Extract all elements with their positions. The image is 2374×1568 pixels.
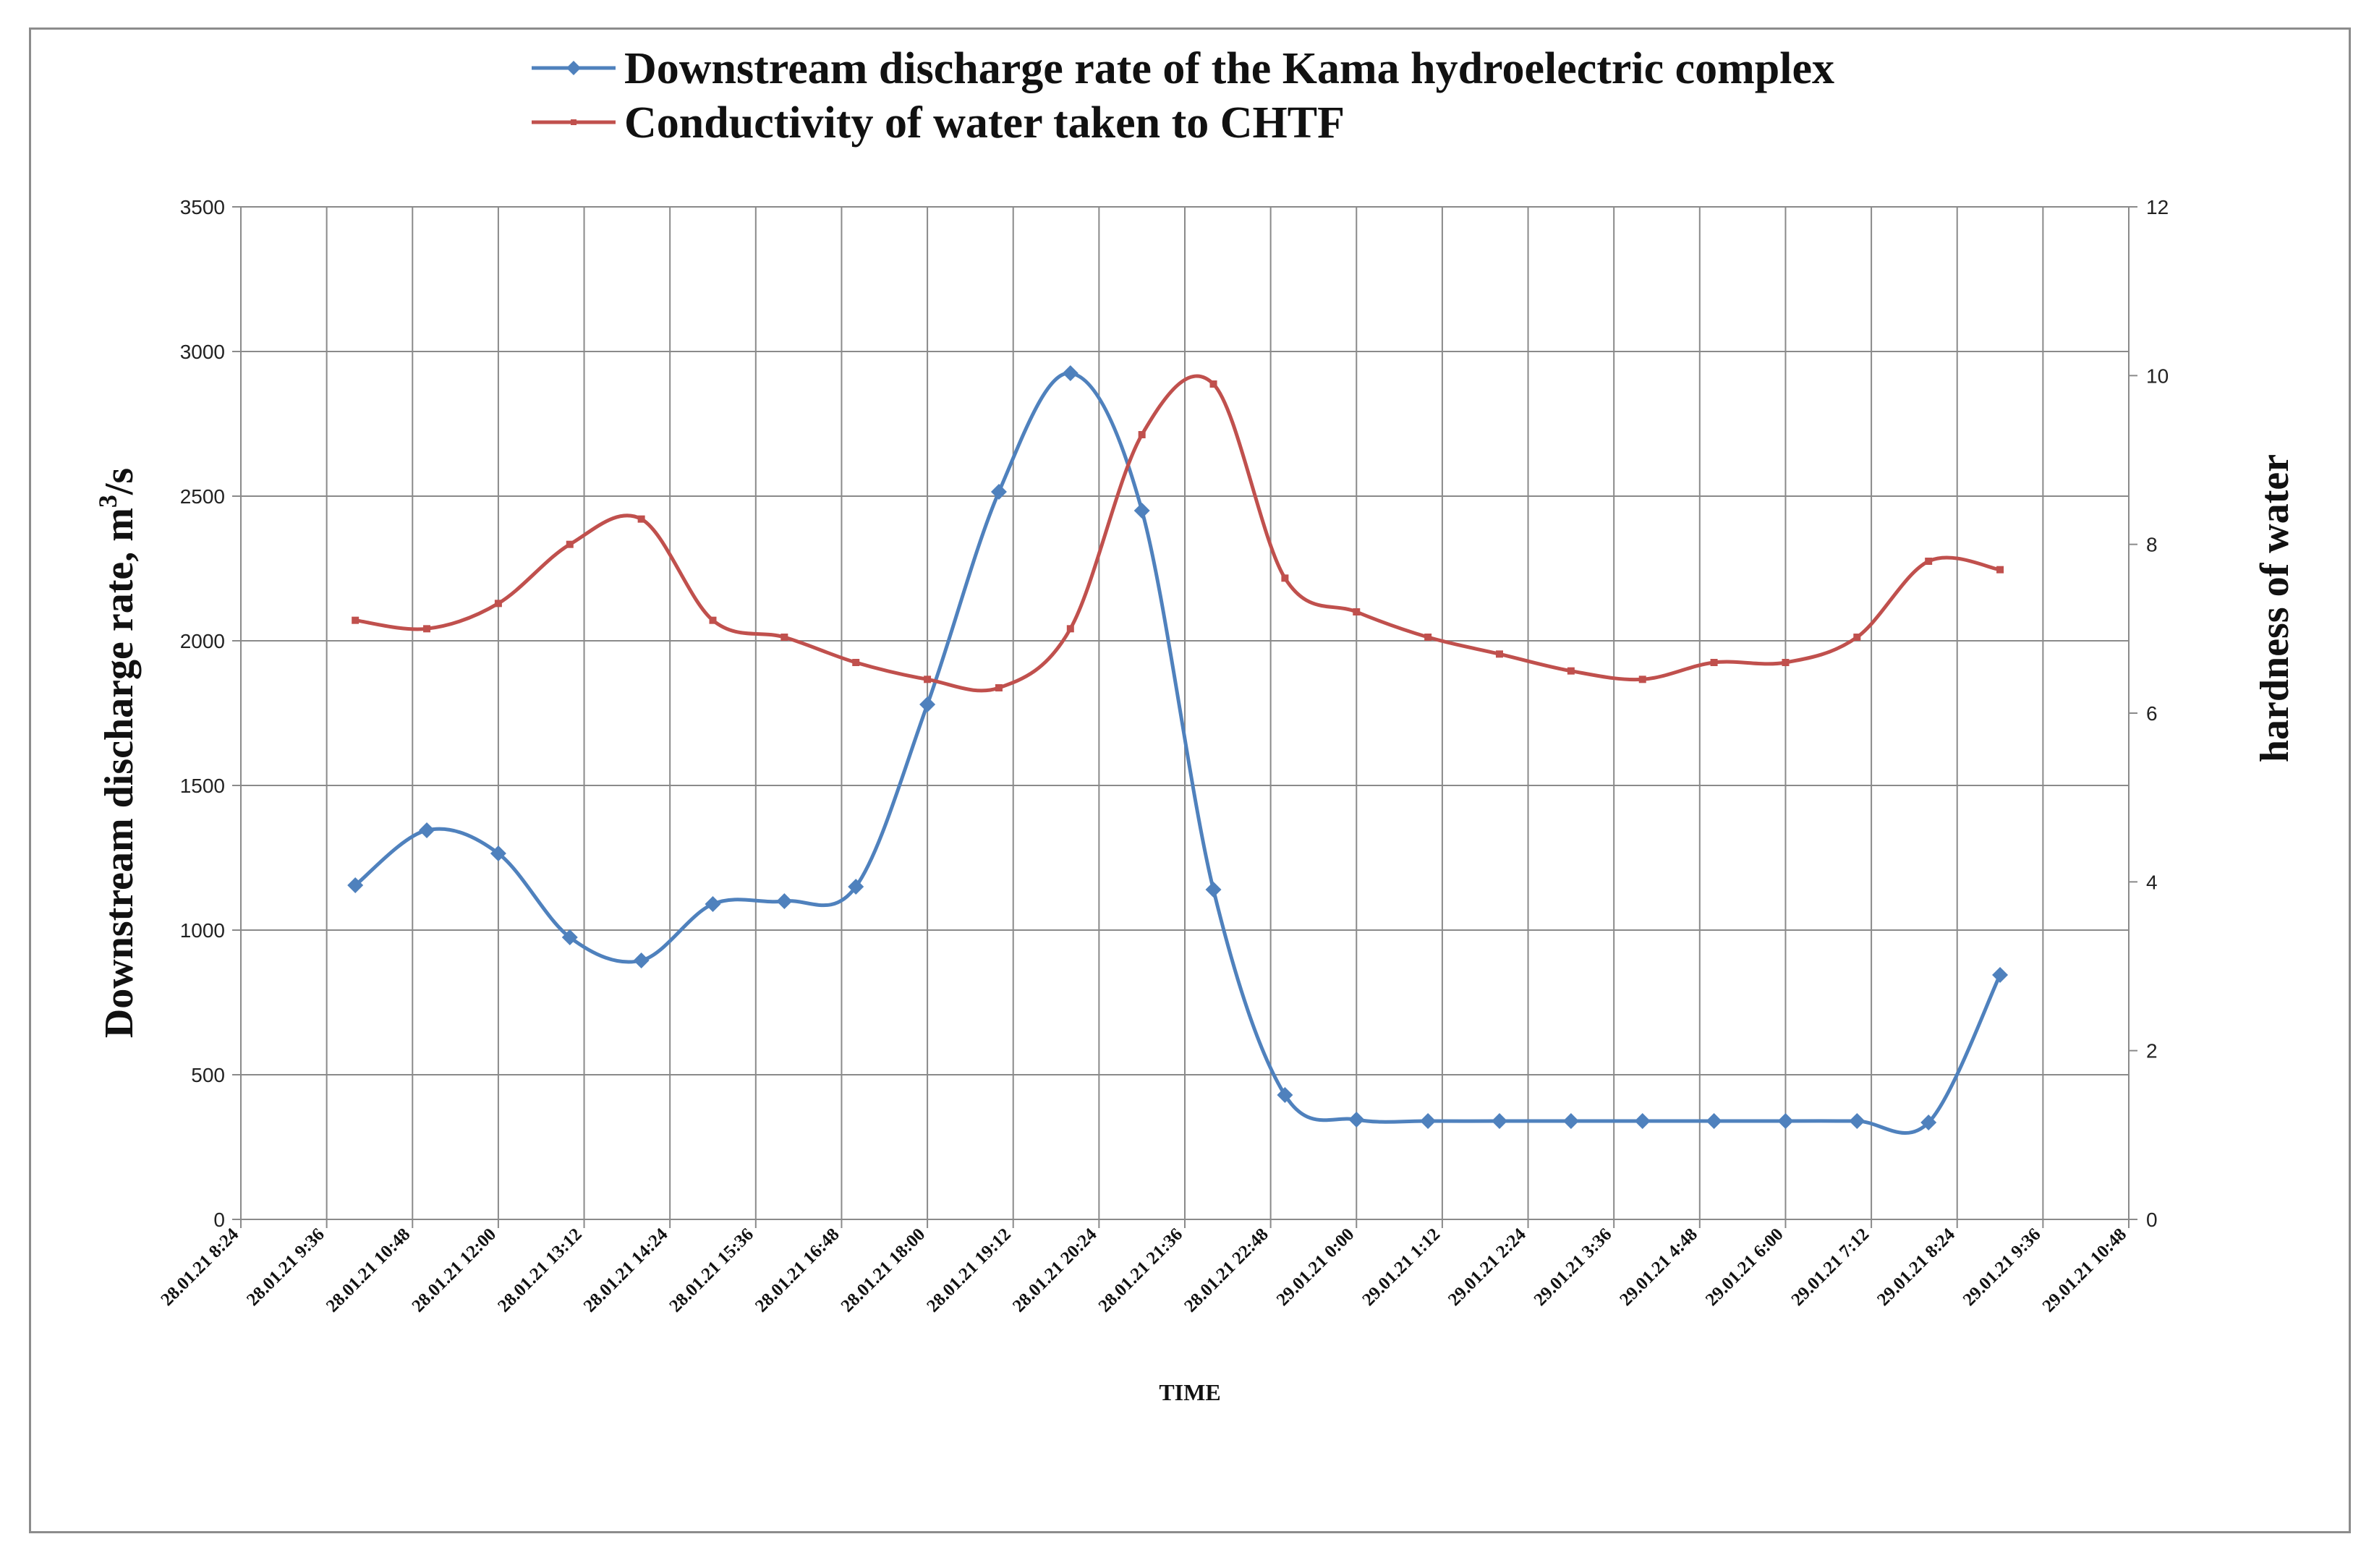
- data-point: [1353, 608, 1361, 615]
- data-point: [1277, 1087, 1293, 1103]
- data-point: [709, 616, 717, 624]
- legend-label-discharge: Downstream discharge rate of the Kama hy…: [624, 44, 1834, 93]
- data-point: [776, 893, 793, 909]
- data-point: [1492, 1113, 1507, 1129]
- left-y-tick-label: 1500: [180, 775, 225, 797]
- chart-frame: 0 500 1000 1500 2000 2500 3000 3500 0 2 4 6 8 10 12 2…: [29, 27, 2351, 1533]
- data-point: [848, 879, 864, 895]
- legend-marker-diamond: [566, 61, 581, 75]
- right-y-tick-labels: 0 2 4 6 8 10 12: [2146, 196, 2169, 1231]
- data-point: [705, 896, 721, 912]
- data-point: [1710, 659, 1718, 666]
- data-point: [1925, 558, 1933, 565]
- data-point: [1066, 625, 1074, 633]
- data-point: [637, 515, 645, 523]
- data-point: [1638, 676, 1646, 683]
- right-y-tick-label: 2: [2146, 1040, 2158, 1062]
- data-point: [852, 659, 860, 666]
- data-point: [561, 929, 578, 945]
- series-conductivity: [352, 374, 2004, 693]
- legend-label-conductivity: Conductivity of water taken to CHTF: [624, 98, 1345, 148]
- data-point: [1706, 1113, 1722, 1129]
- data-point: [1567, 667, 1575, 675]
- data-point: [1920, 1115, 1937, 1130]
- data-point: [1782, 659, 1790, 666]
- data-point: [1138, 431, 1146, 438]
- left-y-tick-labels: 0 500 1000 1500 2000 2500 3000 3500: [180, 196, 225, 1231]
- data-point: [1133, 503, 1150, 519]
- data-point: [1562, 1113, 1579, 1129]
- data-point: [1209, 380, 1217, 388]
- data-point: [1853, 634, 1861, 641]
- data-point: [1424, 634, 1432, 641]
- axes: [232, 206, 2137, 1228]
- data-point: [1777, 1113, 1794, 1129]
- data-point: [1420, 1113, 1437, 1129]
- left-y-axis-title: Downstream discharge rate, m3/s: [93, 468, 142, 1038]
- left-y-tick-label: 500: [191, 1064, 225, 1086]
- right-y-tick-label: 6: [2146, 702, 2158, 725]
- right-y-axis-title: hardness of water: [2252, 454, 2297, 762]
- chart-background: [31, 30, 2349, 1531]
- data-point: [566, 540, 574, 548]
- line-chart: 0 500 1000 1500 2000 2500 3000 3500 0 2 4 6 8 10 12 2…: [31, 30, 2349, 1531]
- data-point: [1281, 574, 1289, 582]
- series-lines: [347, 365, 2009, 1135]
- data-point: [352, 616, 359, 624]
- x-axis-title: TIME: [1159, 1379, 1220, 1405]
- data-point: [490, 845, 506, 861]
- data-point: [1062, 365, 1078, 381]
- data-point: [1348, 1112, 1365, 1128]
- right-y-tick-label: 8: [2146, 534, 2158, 556]
- data-point: [919, 696, 936, 712]
- right-y-tick-label: 10: [2146, 365, 2169, 387]
- left-y-tick-label: 3500: [180, 196, 225, 218]
- left-y-tick-label: 0: [213, 1209, 225, 1231]
- data-point: [633, 953, 650, 968]
- data-point: [990, 484, 1007, 500]
- data-point: [780, 634, 788, 641]
- legend-marker-square: [571, 119, 577, 125]
- data-point: [1634, 1113, 1651, 1129]
- left-y-tick-label: 1000: [180, 919, 225, 942]
- data-point: [1205, 882, 1222, 898]
- legend: Downstream discharge rate of the Kama hy…: [532, 44, 1834, 148]
- data-point: [1992, 967, 2009, 983]
- series-discharge: [347, 365, 2009, 1135]
- data-point: [1849, 1113, 1865, 1129]
- data-point: [419, 822, 435, 838]
- right-y-tick-label: 12: [2146, 196, 2169, 218]
- data-point: [347, 877, 364, 893]
- data-point: [1496, 650, 1503, 658]
- left-y-tick-label: 2500: [180, 485, 225, 508]
- right-y-tick-label: 0: [2146, 1209, 2158, 1231]
- left-y-tick-label: 2000: [180, 630, 225, 652]
- data-point: [423, 625, 431, 633]
- data-point: [995, 684, 1003, 691]
- data-point: [1996, 566, 2004, 574]
- left-y-tick-label: 3000: [180, 341, 225, 363]
- right-y-tick-label: 4: [2146, 871, 2158, 893]
- data-point: [494, 600, 502, 608]
- data-point: [924, 676, 932, 683]
